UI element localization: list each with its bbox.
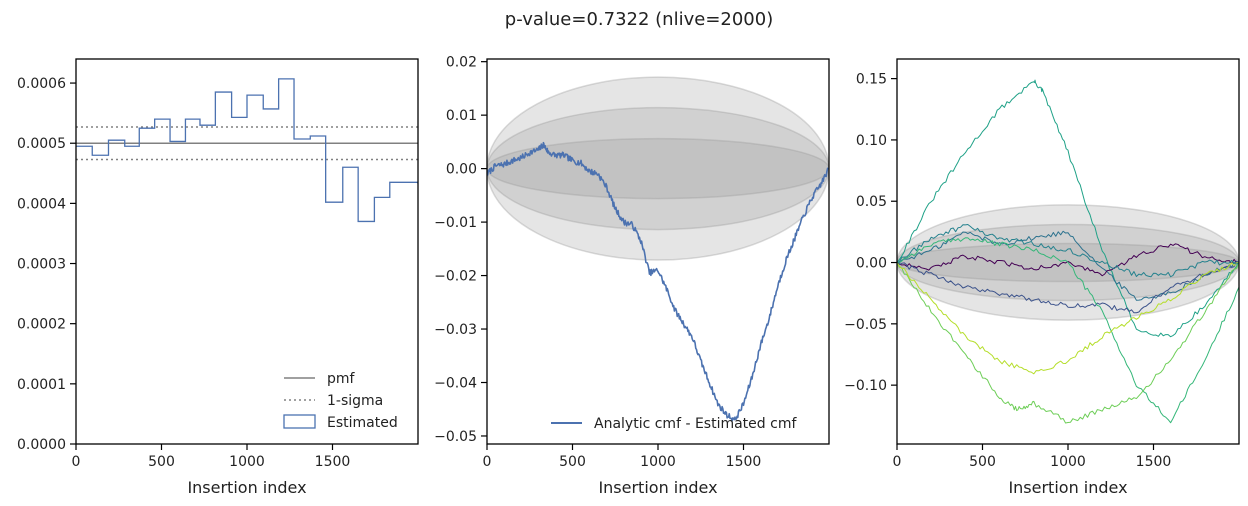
run-line-3 <box>897 243 1239 277</box>
x-tick-label: 0 <box>72 454 81 470</box>
x-tick-label: 1000 <box>229 454 265 470</box>
x-tick-label: 0 <box>893 454 902 470</box>
legend-sigma-label: 1-sigma <box>327 393 383 409</box>
sigma-band-2 <box>487 106 829 231</box>
y-tick-label: 0.0005 <box>17 136 66 152</box>
y-tick-label: −0.05 <box>844 317 887 333</box>
y-tick-label: −0.01 <box>434 215 477 231</box>
run-line-8 <box>897 224 1239 278</box>
x-axis-label: Insertion index <box>1008 478 1127 497</box>
y-tick-label: −0.03 <box>434 322 477 338</box>
y-tick-label: 0.0006 <box>17 76 66 92</box>
run-line-5 <box>897 237 1239 424</box>
x-tick-label: 0 <box>483 454 492 470</box>
panel-cmf-runs: 0 500 1000 1500 −0.10 −0.05 0.00 0.05 0.10 0.15 In… <box>844 58 1240 497</box>
panel-insertion-histogram: 0 500 1000 1500 0.0000 0.0001 0.0002 0.0003 0.00… <box>17 58 419 497</box>
x-tick-label: 500 <box>559 454 586 470</box>
y-tick-label: 0.0000 <box>17 437 66 453</box>
estimated-histogram <box>76 78 418 223</box>
y-tick-label: 0.15 <box>856 72 887 88</box>
y-tick-label: 0.0001 <box>17 377 66 393</box>
sigma-band-1 <box>487 137 829 200</box>
y-tick-label: 0.0003 <box>17 257 66 273</box>
legend-cmf-label: Analytic cmf - Estimated cmf <box>594 416 797 432</box>
legend: pmf 1-sigma Estimated <box>283 371 398 431</box>
run-line-2 <box>897 230 1239 301</box>
y-tick-label: 0.10 <box>856 133 887 149</box>
x-axis-label: Insertion index <box>598 478 717 497</box>
run-line-4 <box>897 260 1239 314</box>
legend-estimated-swatch <box>283 414 316 429</box>
y-tick-label: 0.05 <box>856 194 887 210</box>
y-tick-label: −0.10 <box>844 378 887 394</box>
run-line-1 <box>897 79 1239 338</box>
x-tick-label: 1000 <box>640 454 676 470</box>
run-line-6 <box>897 262 1239 424</box>
run-line-7 <box>897 262 1239 375</box>
legend-estimated-label: Estimated <box>327 415 398 431</box>
x-tick-label: 1500 <box>315 454 351 470</box>
y-tick-label: −0.02 <box>434 269 477 285</box>
x-axis-label: Insertion index <box>187 478 306 497</box>
y-tick-label: −0.05 <box>434 429 477 445</box>
x-tick-label: 1000 <box>1050 454 1086 470</box>
y-tick-label: 0.01 <box>446 108 477 124</box>
y-tick-label: 0.02 <box>446 55 477 71</box>
y-tick-label: 0.0004 <box>17 196 66 212</box>
x-tick-label: 1500 <box>1136 454 1172 470</box>
x-tick-label: 500 <box>148 454 175 470</box>
panel-cmf-difference: 0 500 1000 1500 −0.05 −0.04 −0.03 −0.02 −0.01 0.0… <box>434 55 830 497</box>
legend: Analytic cmf - Estimated cmf <box>551 416 797 432</box>
y-tick-label: 0.0002 <box>17 317 66 333</box>
y-tick-label: 0.00 <box>446 162 477 178</box>
y-tick-label: 0.00 <box>856 256 887 272</box>
legend-pmf-label: pmf <box>327 371 356 387</box>
x-tick-label: 500 <box>969 454 996 470</box>
series-line-cmf-difference <box>487 141 829 422</box>
x-tick-label: 1500 <box>726 454 762 470</box>
y-tick-label: −0.04 <box>434 376 477 392</box>
figure-title: p-value=0.7322 (nlive=2000) <box>505 9 773 30</box>
sigma-band-3 <box>487 76 829 261</box>
